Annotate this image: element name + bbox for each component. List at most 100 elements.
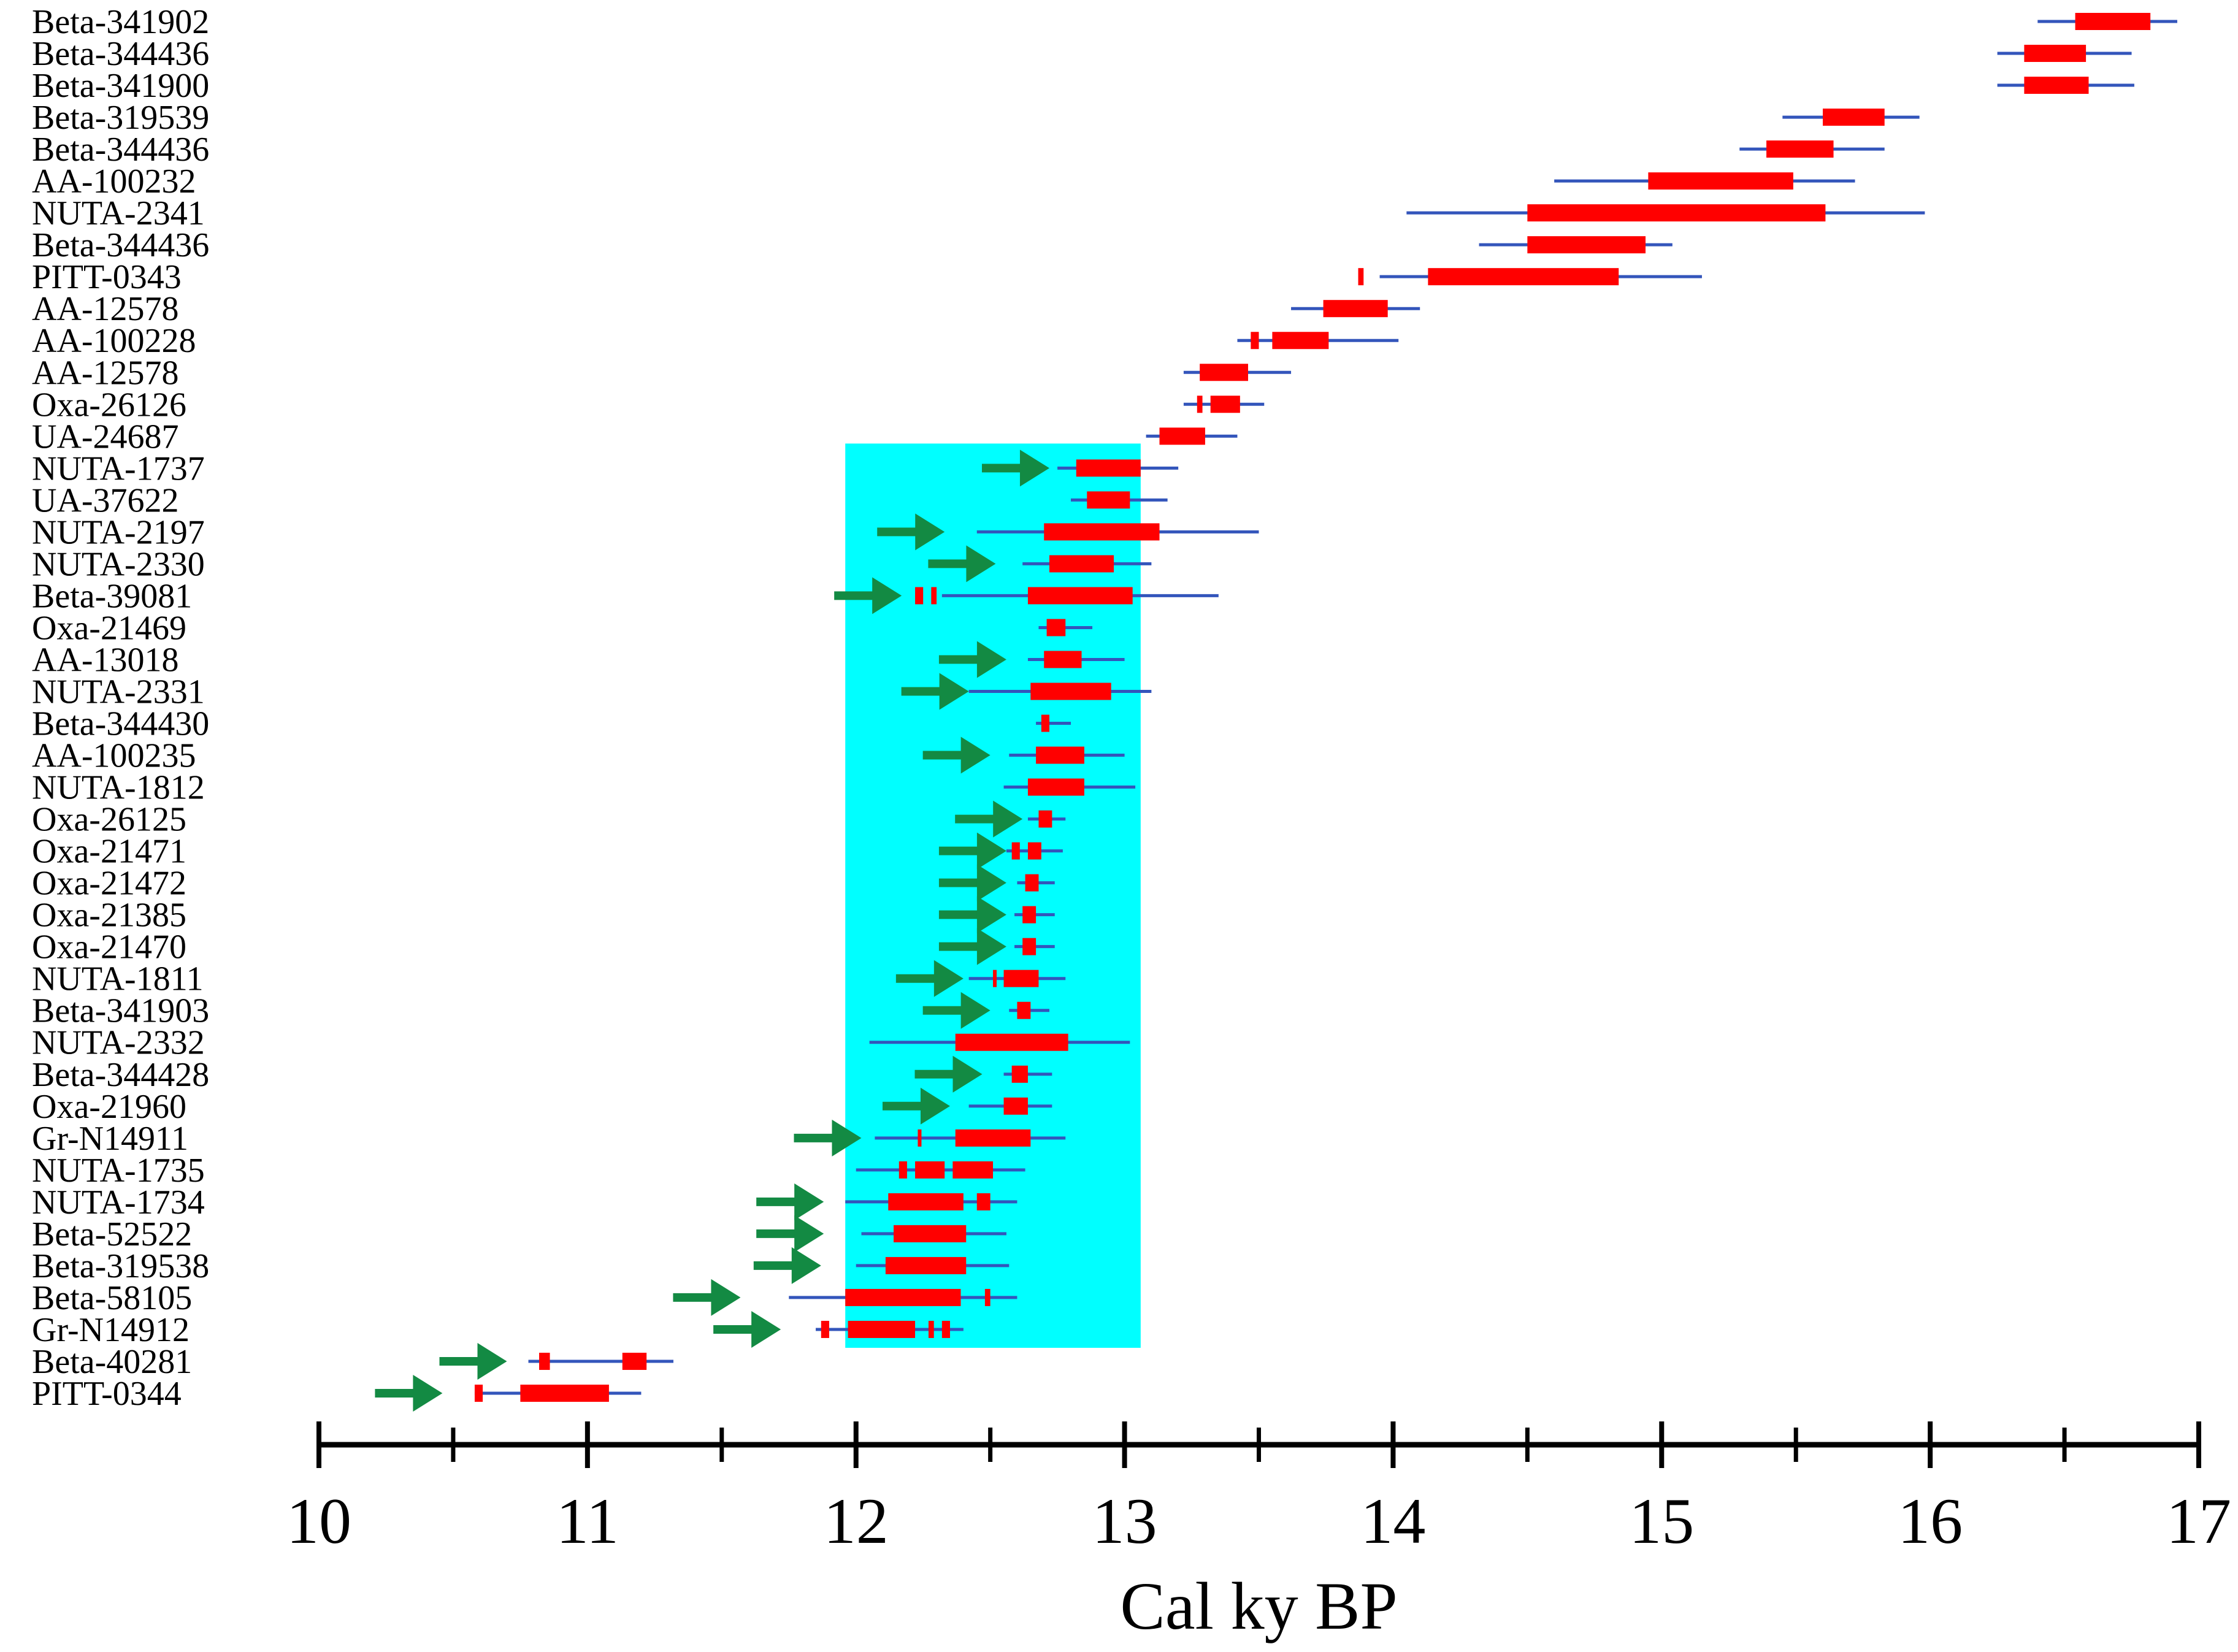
- range-1sigma-bar: [885, 1256, 967, 1274]
- sample-label: NUTA-2332: [32, 1024, 205, 1062]
- arrow-marker: [914, 1055, 983, 1093]
- sample-label: NUTA-1735: [32, 1152, 205, 1190]
- range-1sigma-bar: [1038, 810, 1052, 828]
- sample-label: Beta-344428: [32, 1056, 209, 1094]
- range-1sigma-bar: [1323, 300, 1388, 318]
- range-1sigma-bar: [1766, 140, 1834, 158]
- arrow-marker: [895, 960, 964, 997]
- range-1sigma-bar: [1087, 491, 1130, 509]
- range-1sigma-bar: [1197, 396, 1203, 413]
- sample-label: AA-100228: [32, 322, 196, 360]
- range-1sigma-bar: [1011, 1065, 1028, 1083]
- sample-label: AA-100232: [32, 163, 196, 201]
- range-1sigma-bar: [1527, 236, 1646, 254]
- arrow-marker: [938, 864, 1006, 901]
- range-1sigma-bar: [931, 587, 937, 605]
- arrow-marker: [938, 832, 1006, 870]
- sample-label: NUTA-2341: [32, 194, 205, 232]
- sample-label: AA-13018: [32, 641, 179, 679]
- range-1sigma-bar: [539, 1352, 550, 1370]
- range-1sigma-bar: [984, 1288, 991, 1306]
- highlight-band: [845, 443, 1141, 1348]
- range-1sigma-bar: [899, 1161, 907, 1179]
- range-1sigma-bar: [1044, 523, 1160, 541]
- sample-label: NUTA-1812: [32, 769, 205, 807]
- range-1sigma-bar: [915, 587, 924, 605]
- tick-label: 10: [286, 1485, 351, 1557]
- range-1sigma-bar: [888, 1193, 964, 1210]
- sample-label: Beta-341900: [32, 67, 209, 105]
- range-1sigma-bar: [1049, 555, 1114, 573]
- range-1sigma-bar: [1358, 268, 1364, 286]
- arrow-marker: [834, 577, 902, 614]
- range-1sigma-bar: [993, 969, 997, 987]
- sample-label: Oxa-21472: [32, 865, 186, 903]
- sample-label: AA-12578: [32, 354, 179, 392]
- arrow-marker: [756, 1215, 824, 1252]
- sample-label: Oxa-26125: [32, 801, 186, 839]
- range-1sigma-bar: [1210, 396, 1240, 413]
- range-1sigma-bar: [955, 1033, 1068, 1051]
- range-1sigma-bar: [1200, 364, 1248, 381]
- arrow-marker: [955, 800, 1023, 838]
- range-1sigma-bar: [1272, 332, 1329, 350]
- sample-label: Oxa-21470: [32, 928, 186, 966]
- arrow-marker: [439, 1342, 507, 1380]
- sample-label: Beta-319538: [32, 1247, 209, 1285]
- range-1sigma-bar: [821, 1320, 829, 1338]
- range-1sigma-bar: [1159, 427, 1205, 445]
- sample-label: PITT-0344: [32, 1375, 182, 1413]
- range-1sigma-bar: [894, 1225, 967, 1242]
- range-1sigma-bar: [1030, 683, 1111, 700]
- sample-label: Beta-344436: [32, 131, 209, 169]
- arrow-marker: [901, 673, 969, 710]
- arrow-marker: [938, 928, 1006, 965]
- range-1sigma-bar: [1003, 969, 1039, 987]
- sample-label: Oxa-21385: [32, 897, 186, 935]
- range-1sigma-bar: [2024, 45, 2087, 63]
- sample-label: NUTA-1734: [32, 1184, 205, 1222]
- arrow-marker: [938, 641, 1006, 678]
- range-1sigma-bar: [1648, 172, 1793, 190]
- range-1sigma-bar: [915, 1161, 945, 1179]
- range-1sigma-bar: [1076, 459, 1141, 477]
- range-1sigma-bar: [941, 1320, 950, 1338]
- range-1sigma-bar: [1046, 619, 1066, 637]
- sample-label: UA-37622: [32, 481, 179, 519]
- sample-label: Beta-344436: [32, 35, 209, 73]
- sample-label: Oxa-21469: [32, 609, 186, 647]
- tick-label: 11: [556, 1485, 619, 1557]
- sample-label: Beta-319539: [32, 99, 209, 137]
- sample-label: Beta-58105: [32, 1279, 192, 1317]
- sample-label: NUTA-2330: [32, 545, 205, 583]
- range-1sigma-bar: [952, 1161, 994, 1179]
- range-1sigma-bar: [2024, 77, 2089, 94]
- range-1sigma-bar: [1036, 746, 1084, 764]
- range-1sigma-bar: [2075, 13, 2151, 30]
- arrow-marker: [928, 545, 996, 583]
- range-1sigma-bar: [622, 1352, 647, 1370]
- arrow-marker: [922, 736, 991, 774]
- sample-label: Beta-341902: [32, 3, 209, 41]
- sample-label: Oxa-21960: [32, 1088, 186, 1126]
- range-1sigma-bar: [918, 1129, 922, 1147]
- sample-label: Gr-N14912: [32, 1311, 190, 1349]
- arrow-marker: [922, 992, 991, 1029]
- sample-label: Gr-N14911: [32, 1120, 188, 1158]
- sample-label: Beta-39081: [32, 577, 192, 615]
- arrow-marker: [756, 1183, 824, 1220]
- range-1sigma-bar: [845, 1288, 961, 1306]
- sample-label: AA-100235: [32, 737, 196, 775]
- sample-label: Beta-40281: [32, 1343, 192, 1381]
- sample-label: Beta-344436: [32, 226, 209, 264]
- range-1sigma-bar: [1041, 714, 1049, 732]
- range-1sigma-bar: [1003, 1097, 1028, 1115]
- sample-label: NUTA-1737: [32, 449, 205, 488]
- range-1sigma-bar: [928, 1320, 934, 1338]
- sample-label: Beta-341903: [32, 992, 209, 1030]
- range-1sigma-bar: [1022, 938, 1037, 955]
- tick-label: 14: [1360, 1485, 1425, 1557]
- sample-label: Oxa-26126: [32, 386, 186, 424]
- tick-label: 16: [1898, 1485, 1963, 1557]
- range-1sigma-bar: [474, 1385, 483, 1402]
